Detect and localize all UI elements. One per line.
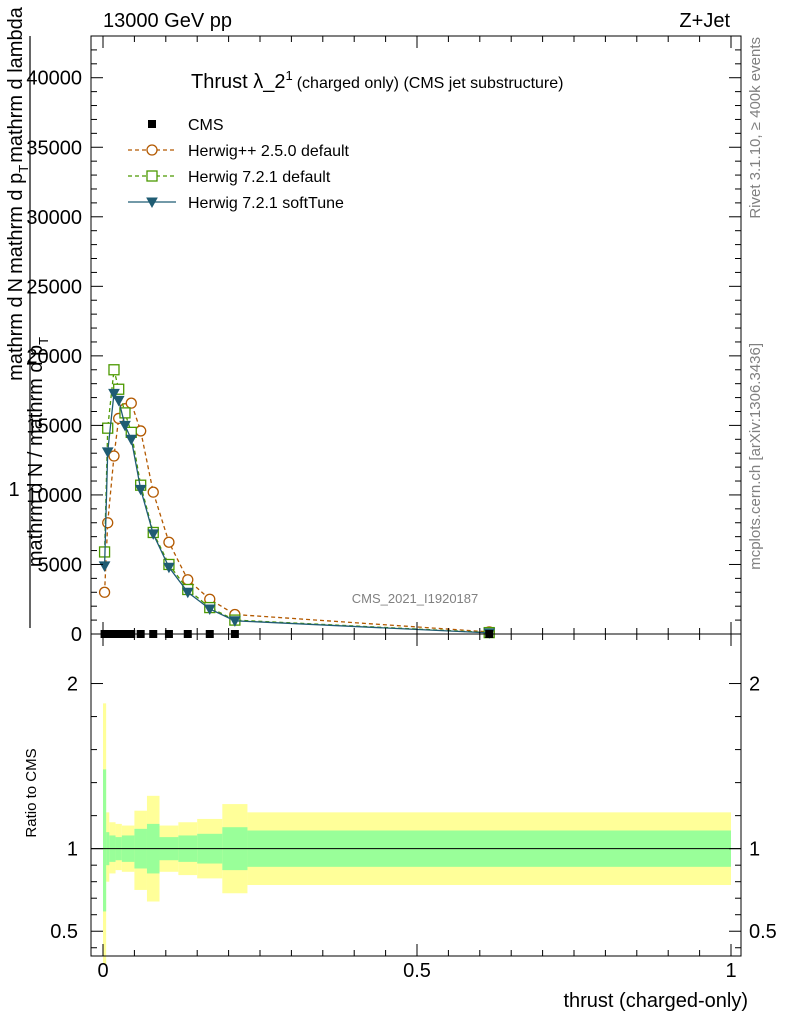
- main-y-tick-label: 35000: [26, 137, 82, 159]
- main-y-tick-label: 10000: [26, 485, 82, 507]
- main-y-tick-label: 20000: [26, 346, 82, 368]
- data-point-herwig-7-2-1-softtune: [125, 434, 138, 446]
- legend: CMS Herwig++ 2.5.0 default Herwig 7.2.1 de…: [128, 117, 350, 212]
- main-y-tick-label: 30000: [26, 207, 82, 229]
- data-point-herwig-2-5-0-default: [108, 450, 120, 462]
- main-y-tick-label: 0: [71, 624, 82, 646]
- data-point-herwig-2-5-0-default: [163, 536, 175, 548]
- ratio-y-tick-label-right: 2: [749, 674, 760, 696]
- data-point-herwig-7-2-1-softtune: [147, 529, 160, 540]
- ratio-y-tick-label-right: 1: [749, 839, 760, 861]
- plot-title: Thrust λ_21 (charged only) (CMS jet subst…: [191, 68, 563, 93]
- y-axis-label-numerator: mathrm dNmathrm d pTmathrm d lambda: [5, 6, 31, 381]
- ratio-y-tick-label: 1: [67, 839, 78, 861]
- data-point-herwig-2-5-0-default: [125, 397, 137, 409]
- data-point-herwig-7-2-1-default: [102, 422, 114, 434]
- legend-marker-herwig-7-2-1-softtune: [146, 197, 158, 209]
- legend-label-herwig-2-5-0-default: Herwig++ 2.5.0 default: [188, 143, 350, 160]
- data-point-herwig-7-2-1-softtune: [108, 388, 120, 400]
- ratio-y-tick-label: 2: [67, 674, 78, 696]
- rivet-version-label: Rivet 3.1.10, ≥ 400k events: [747, 37, 764, 219]
- legend-label-cms: CMS: [188, 117, 224, 134]
- y-axis-label: mathrm dNmathrm d pTmathrm d lambda 1 ma…: [5, 6, 51, 628]
- data-point-herwig-7-2-1-softtune: [134, 484, 147, 496]
- energy-label: 13000 GeV pp: [103, 10, 232, 32]
- ratio-y-tick-label-right: 0.5: [749, 921, 777, 943]
- main-y-tick-label: 40000: [26, 68, 82, 90]
- mcplots-label: mcplots.cern.ch [arXiv:1306.3436]: [747, 343, 764, 570]
- ratio-inner-band: [103, 769, 107, 912]
- legend-marker-cms: [148, 120, 156, 128]
- data-point-herwig-7-2-1-softtune: [181, 587, 194, 599]
- data-point-herwig-7-2-1-softtune: [98, 561, 111, 572]
- y-axis-label-one: 1: [8, 479, 19, 501]
- analysis-watermark: CMS_2021_I1920187: [352, 591, 479, 606]
- main-y-tick-label: 15000: [26, 415, 82, 437]
- ratio-y-tick-label: 0.5: [50, 921, 78, 943]
- process-label: Z+Jet: [679, 10, 730, 32]
- ratio-plot-frame: [90, 633, 742, 957]
- ratio-y-axis-label: Ratio to CMS: [23, 748, 40, 837]
- data-point-herwig-7-2-1-softtune: [203, 604, 216, 615]
- y-axis-label-denominator: mathrm d N / mathrm d pT: [25, 337, 51, 567]
- legend-label-herwig-7-2-1-default: Herwig 7.2.1 default: [188, 169, 331, 186]
- data-point-herwig-7-2-1-softtune: [112, 395, 125, 407]
- data-point-herwig-2-5-0-default: [135, 425, 147, 437]
- legend-marker-herwig-2-5-0-default: [146, 144, 158, 156]
- data-point-herwig-7-2-1-default: [108, 364, 120, 376]
- legend-marker-herwig-7-2-1-default: [146, 170, 158, 182]
- data-point-herwig-7-2-1-softtune: [101, 447, 114, 458]
- data-point-herwig-7-2-1-softtune: [163, 562, 175, 574]
- data-point-herwig-2-5-0-default: [98, 586, 111, 598]
- data-point-herwig-2-5-0-default: [102, 517, 114, 529]
- data-point-herwig-7-2-1-softtune: [229, 616, 241, 627]
- x-axis-label: thrust (charged-only): [563, 990, 748, 1012]
- data-point-herwig-2-5-0-default: [182, 574, 194, 586]
- data-point-herwig-7-2-1-softtune: [119, 420, 131, 432]
- legend-label-herwig-7-2-1-softtune: Herwig 7.2.1 softTune: [188, 195, 344, 212]
- ratio-plot-panel: 0 0.5 1 0.5 0.5 1 1 2 2 Ratio to CMS thrust (cha…: [23, 633, 777, 1012]
- main-plot-panel: 0 5000 10000 15000 20000 25000 30000 35000 40000…: [5, 6, 742, 646]
- main-y-tick-label: 5000: [38, 554, 83, 576]
- data-point-herwig-2-5-0-default: [147, 486, 159, 498]
- x-tick-label: 1: [725, 960, 736, 982]
- x-tick-label: 0.5: [403, 960, 431, 982]
- data-point-herwig-7-2-1-default: [119, 407, 131, 419]
- x-tick-label: 0: [97, 960, 108, 982]
- main-y-tick-label: 25000: [26, 276, 82, 298]
